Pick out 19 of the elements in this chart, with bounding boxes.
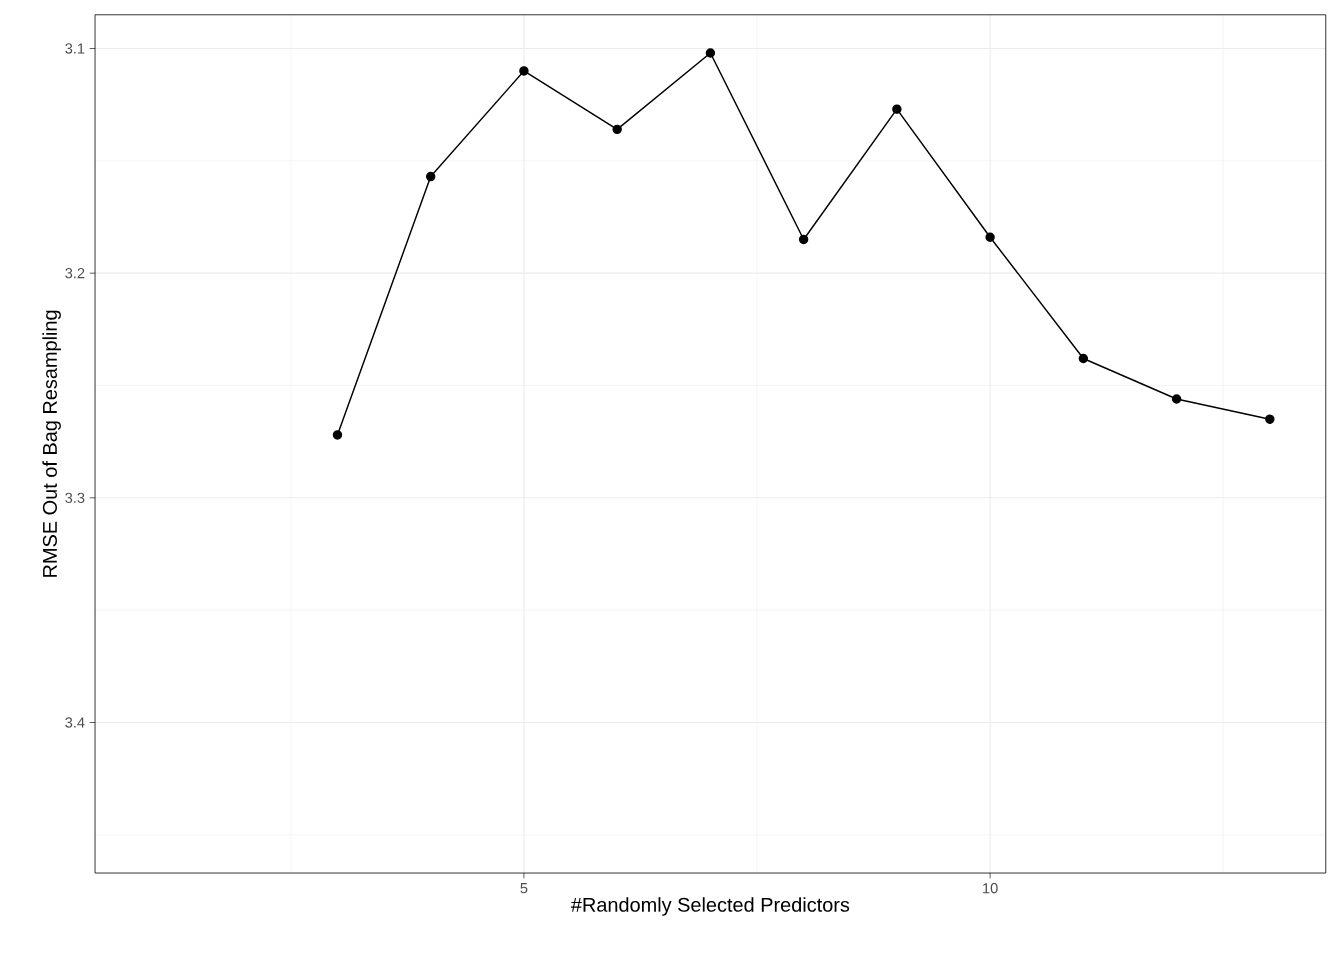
point bbox=[798, 234, 809, 245]
point bbox=[425, 171, 436, 182]
point bbox=[892, 104, 902, 114]
point bbox=[1171, 394, 1182, 404]
point bbox=[1078, 353, 1089, 364]
y-axis-title: RMSE Out of Bag Resampling bbox=[42, 310, 61, 577]
point bbox=[332, 430, 343, 440]
x-tick-label: 10 bbox=[983, 883, 998, 894]
x-tick-label: 5 bbox=[520, 883, 528, 894]
point bbox=[519, 66, 529, 76]
point bbox=[1265, 414, 1275, 424]
y-tick-label: 3.2 bbox=[65, 268, 85, 279]
point bbox=[705, 48, 716, 58]
y-tick-label: 3.4 bbox=[65, 717, 85, 728]
point bbox=[985, 232, 995, 242]
y-tick-label: 3.3 bbox=[65, 492, 85, 504]
x-axis-title: #Randomly Selected Predictors bbox=[570, 897, 850, 916]
y-tick-label: 3.1 bbox=[65, 43, 85, 54]
point bbox=[612, 124, 622, 135]
